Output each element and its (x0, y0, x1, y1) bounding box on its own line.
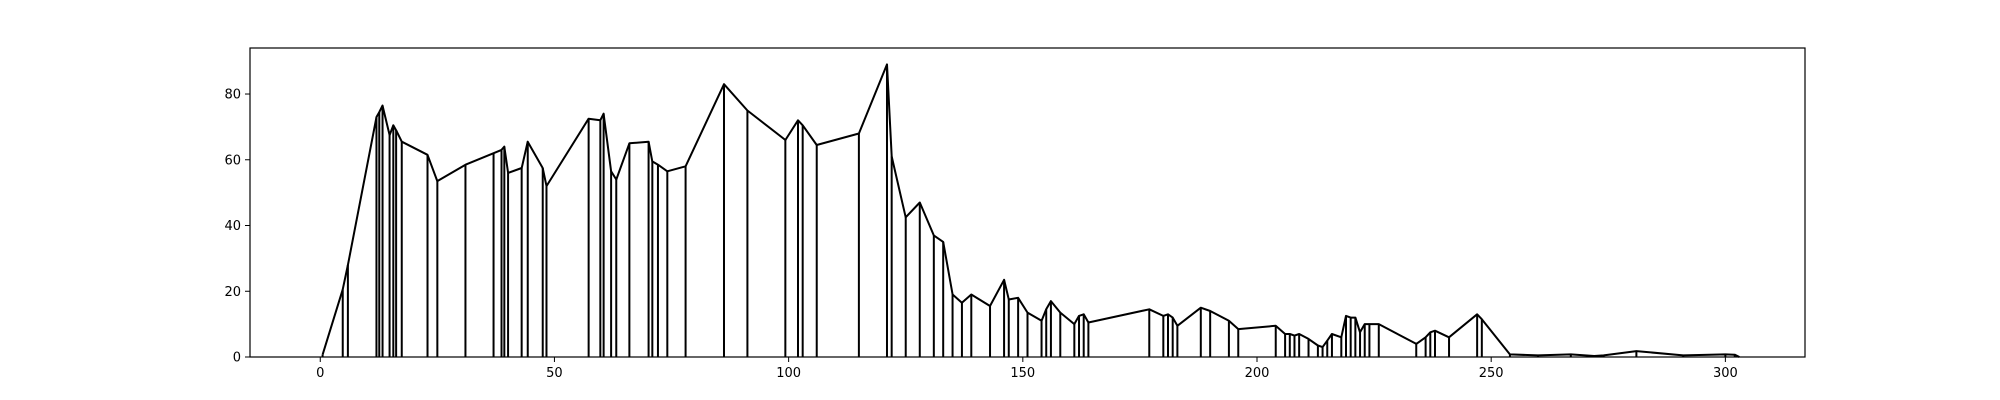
y-tick-label: 0 (233, 351, 241, 366)
y-tick-label: 20 (224, 285, 241, 300)
series-line (321, 63, 1740, 358)
x-tick-label: 250 (1479, 366, 1504, 381)
y-tick-label: 80 (224, 88, 241, 103)
x-tick-label: 300 (1713, 366, 1738, 381)
y-tick-label: 40 (224, 219, 241, 234)
x-tick-label: 100 (776, 366, 801, 381)
x-tick-label: 150 (1010, 366, 1035, 381)
plot-frame (249, 47, 1806, 358)
x-axis: 0 50 100 150 200 250 300 (316, 357, 1738, 381)
y-axis: 0 20 40 60 80 (224, 88, 250, 366)
y-tick-label: 60 (224, 153, 241, 168)
x-tick-label: 200 (1245, 366, 1270, 381)
x-tick-label: 0 (316, 366, 324, 381)
series-area (321, 63, 1740, 358)
x-tick-label: 50 (546, 366, 563, 381)
